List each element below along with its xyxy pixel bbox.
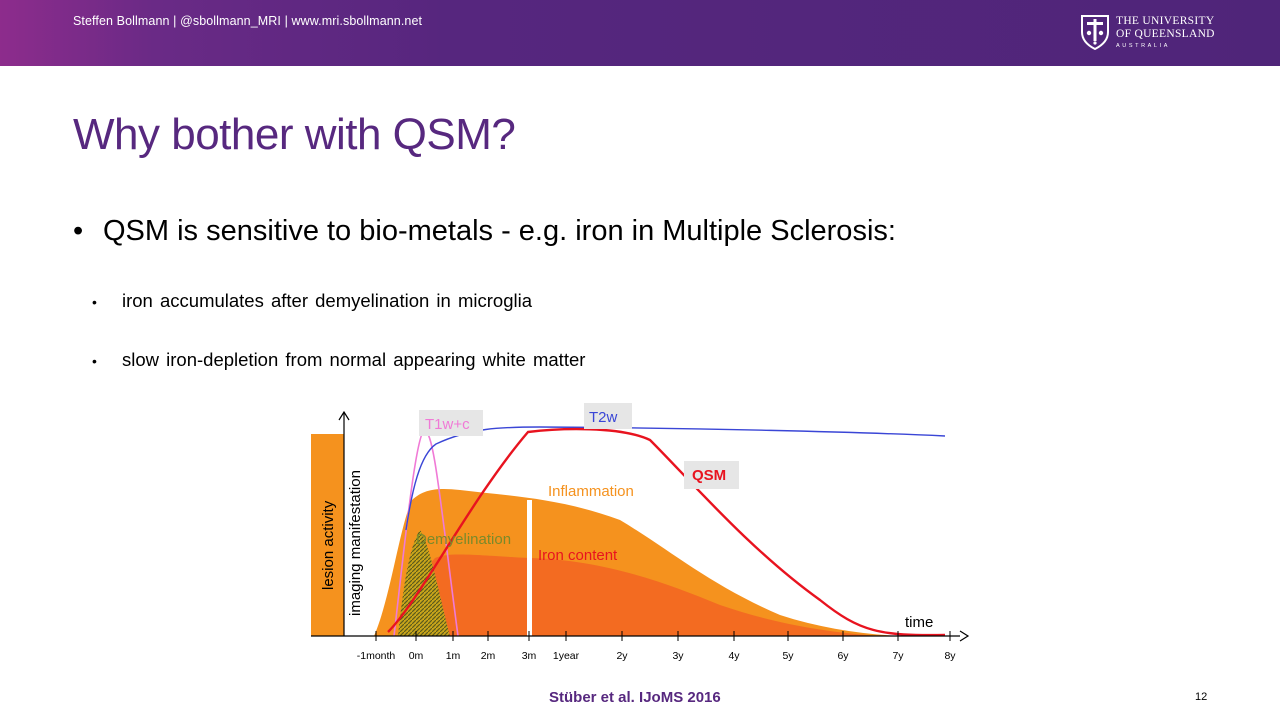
- citation: Stüber et al. IJoMS 2016: [549, 689, 721, 706]
- qsm-label-box: [684, 461, 739, 489]
- bullet-marker: •: [92, 353, 97, 369]
- x-tick-label: 3y: [672, 650, 684, 662]
- inflammation-label: Inflammation: [548, 483, 634, 500]
- x-axis-arrow: [959, 630, 970, 642]
- t1wc-label: T1w+c: [425, 416, 470, 433]
- logo-text-line3: AUSTRALIA: [1116, 43, 1170, 49]
- sub-bullet-2: • slow iron-depletion from normal appeari…: [92, 349, 585, 371]
- main-bullet: • QSM is sensitive to bio-metals - e.g. i…: [73, 215, 896, 248]
- ylabel-lesion-activity: lesion activity: [320, 500, 337, 590]
- slide-title: Why bother with QSM?: [73, 110, 516, 159]
- x-tick-label: 0m: [409, 650, 424, 662]
- main-bullet-text: QSM is sensitive to bio-metals - e.g. ir…: [103, 215, 896, 247]
- iron-content-label: Iron content: [538, 547, 618, 564]
- x-tick-label: 1m: [446, 650, 461, 662]
- t2w-label: T2w: [589, 409, 618, 426]
- x-tick-label: -1month: [357, 650, 396, 662]
- t2w-label-box: [584, 403, 632, 429]
- x-tick-label: 1year: [553, 650, 580, 662]
- x-tick-label: 2m: [481, 650, 496, 662]
- lesion-activity-bar: [311, 434, 344, 636]
- qsm-label: QSM: [692, 467, 726, 484]
- shield-crest-icon: [1081, 15, 1109, 50]
- x-tick-label: 5y: [782, 650, 794, 662]
- iron-content-area: [408, 554, 880, 636]
- logo-text-line2: OF QUEENSLAND: [1116, 28, 1215, 40]
- logo-text-line1: THE UNIVERSITY: [1116, 15, 1215, 27]
- sub-bullet-text: slow iron-depletion from normal appearin…: [122, 349, 586, 370]
- time-label: time: [905, 614, 933, 631]
- bullet-marker: •: [73, 215, 84, 247]
- x-tick-label: 2y: [616, 650, 628, 662]
- qsm-curve: [387, 427, 946, 637]
- lesion-timeline-chart: lesion activity imaging manifestation -1…: [311, 403, 970, 662]
- t2w-curve: [405, 426, 946, 531]
- x-tick-label: 6y: [837, 650, 849, 662]
- t1wc-label-box: [419, 410, 483, 436]
- x-tick-group: -1month 0m 1m 2m 3m 1year 2y 3y 4y 5y 6y 7y 8y: [357, 631, 956, 662]
- author-credit: Steffen Bollmann | @sbollmann_MRI | www.…: [73, 14, 423, 28]
- bullet-marker: •: [92, 294, 97, 310]
- x-tick-label: 3m: [522, 650, 537, 662]
- sub-bullet-text: iron accumulates after demyelination in …: [122, 290, 532, 311]
- axis-break-gap: [527, 500, 532, 636]
- university-logo: THE UNIVERSITY OF QUEENSLAND AUSTRALIA: [1080, 14, 1220, 52]
- x-tick-label: 8y: [944, 650, 956, 662]
- ylabel-imaging-manifestation: imaging manifestation: [347, 470, 364, 616]
- x-tick-label: 4y: [728, 650, 740, 662]
- header-bar: Steffen Bollmann | @sbollmann_MRI | www.…: [0, 0, 1280, 66]
- x-tick-label: 7y: [892, 650, 904, 662]
- demyelination-label: Demyelination: [416, 531, 511, 548]
- sub-bullet-1: • iron accumulates after demyelination in…: [92, 290, 532, 312]
- y-axis-arrow: [338, 410, 350, 421]
- page-number: 12: [1195, 691, 1208, 703]
